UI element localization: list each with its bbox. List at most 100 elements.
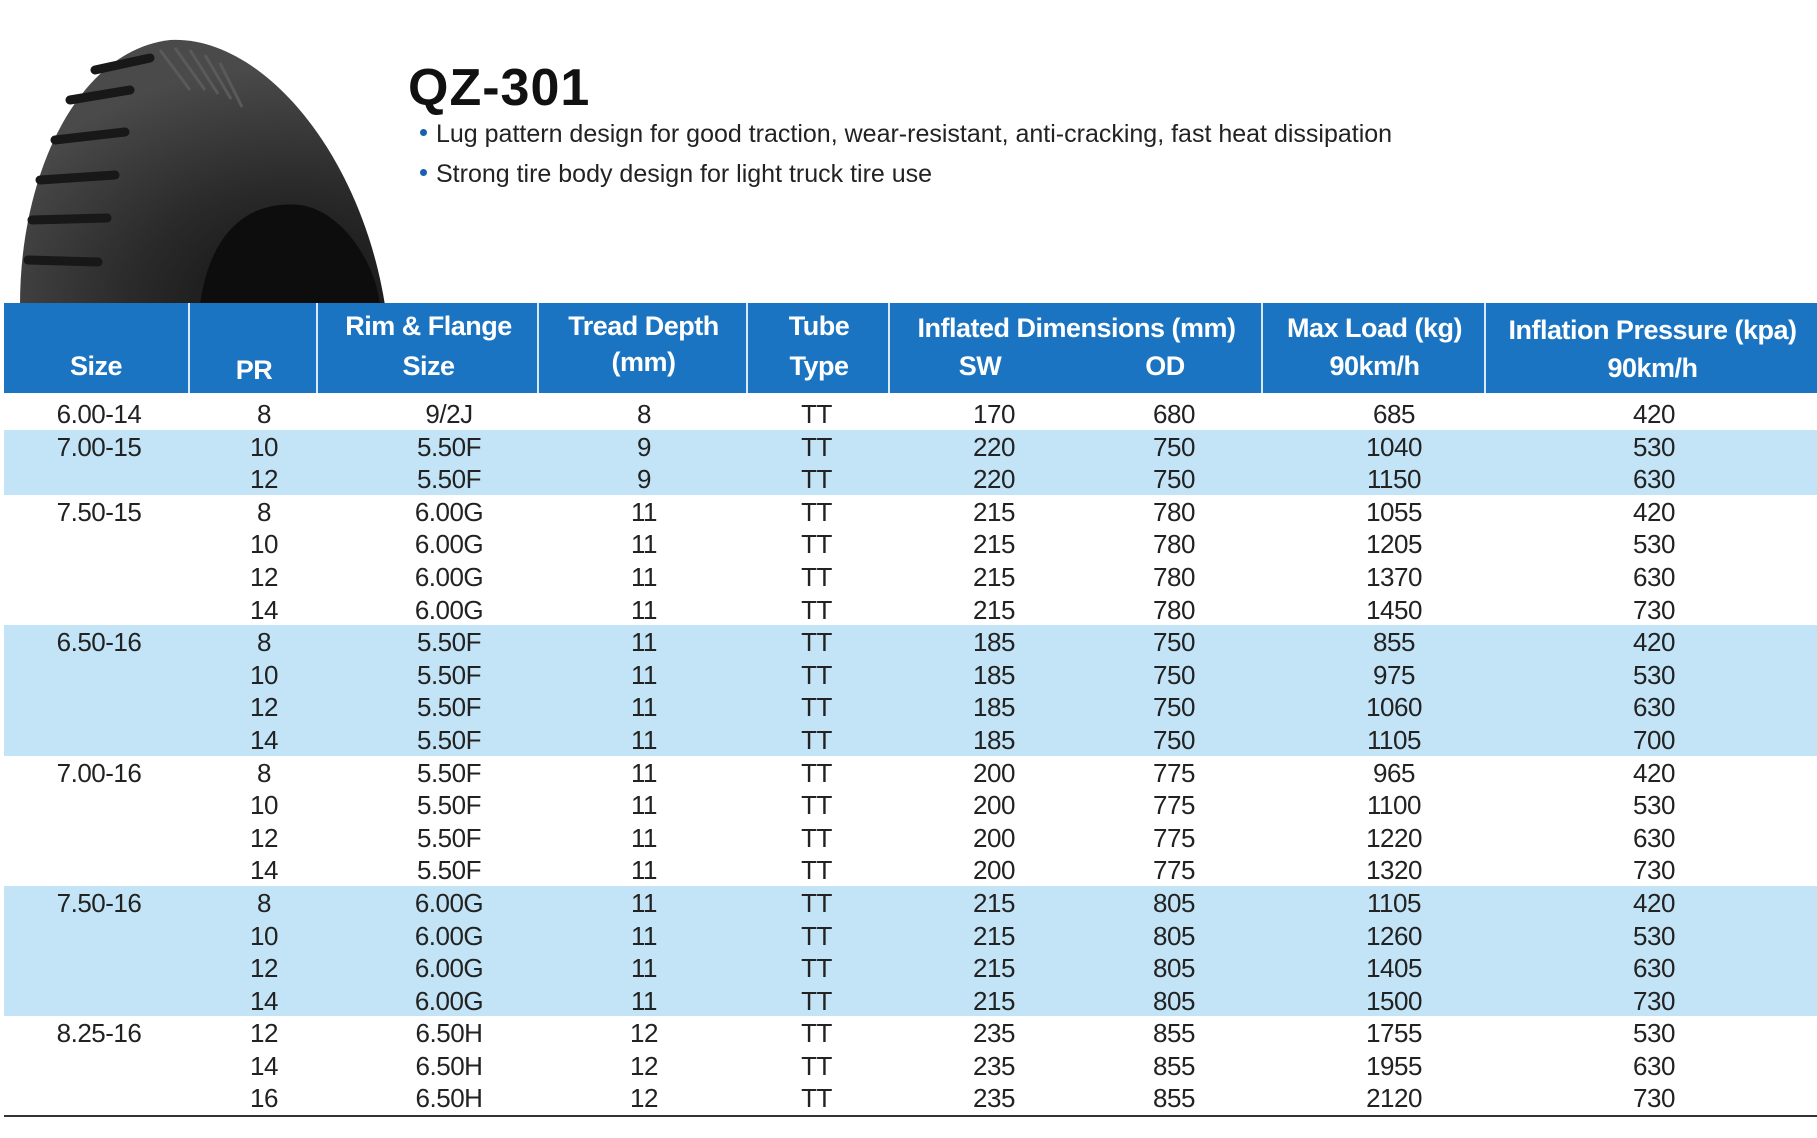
feature-bullet: Strong tire body design for light truck … bbox=[420, 160, 932, 189]
header-pressure: Inflation Pressure (kpa) 90km/h bbox=[1484, 303, 1817, 393]
cell-sw: 215 bbox=[973, 594, 1015, 625]
table-row: 16 6.50H 12 TT 235 855 2120 730 bbox=[4, 1081, 1817, 1114]
cell-pressure: 420 bbox=[1633, 757, 1675, 788]
cell-tube: TT bbox=[801, 1018, 832, 1049]
cell-sw: 200 bbox=[973, 757, 1015, 788]
cell-sw: 215 bbox=[973, 985, 1015, 1016]
header-label: Tube bbox=[788, 311, 850, 341]
cell-size: 7.50-16 bbox=[56, 887, 142, 918]
cell-rim: 5.50F bbox=[417, 464, 482, 495]
cell-tube: TT bbox=[801, 659, 832, 690]
header-label: Rim & Flange bbox=[345, 311, 512, 341]
cell-pr: 8 bbox=[257, 496, 271, 527]
cell-tube: TT bbox=[801, 790, 832, 821]
bullet-dot-icon bbox=[420, 168, 427, 176]
cell-tread: 11 bbox=[631, 627, 658, 658]
table-row: 12 5.50F 11 TT 200 775 1220 630 bbox=[4, 821, 1817, 854]
cell-pr: 14 bbox=[250, 724, 278, 755]
cell-load: 1150 bbox=[1367, 464, 1421, 495]
cell-tread: 11 bbox=[631, 790, 658, 821]
cell-od: 780 bbox=[1153, 594, 1195, 625]
cell-tube: TT bbox=[801, 822, 832, 853]
cell-tread: 12 bbox=[630, 1083, 658, 1114]
table-row: 8.25-16 12 6.50H 12 TT 235 855 1755 530 bbox=[4, 1016, 1817, 1049]
table-header: Size PR Rim & Flange Size Tread Depth (mm)… bbox=[4, 303, 1817, 393]
feature-text: Strong tire body design for light truck … bbox=[436, 160, 933, 188]
cell-load: 1955 bbox=[1366, 1050, 1422, 1081]
cell-pressure: 420 bbox=[1633, 887, 1675, 918]
cell-od: 855 bbox=[1153, 1083, 1195, 1114]
cell-sw: 235 bbox=[973, 1018, 1015, 1049]
cell-od: 750 bbox=[1153, 431, 1195, 462]
cell-load: 1450 bbox=[1366, 594, 1422, 625]
header-inflated: Inflated Dimensions (mm) SW OD bbox=[888, 303, 1263, 393]
cell-load: 1060 bbox=[1366, 692, 1422, 723]
cell-tread: 11 bbox=[631, 953, 658, 984]
cell-rim: 5.50F bbox=[417, 822, 482, 853]
cell-tread: 12 bbox=[630, 1050, 658, 1081]
bullet-dot-icon bbox=[420, 128, 427, 136]
table-row: 12 5.50F 9 TT 220 750 1150 630 bbox=[4, 462, 1817, 495]
cell-od: 775 bbox=[1153, 822, 1195, 853]
cell-tread: 11 bbox=[631, 887, 658, 918]
cell-load: 1755 bbox=[1366, 1018, 1422, 1049]
cell-sw: 170 bbox=[973, 399, 1015, 429]
table-row: 7.50-15 8 6.00G 11 TT 215 780 1055 420 bbox=[4, 495, 1817, 528]
header-size: Size bbox=[4, 303, 188, 393]
cell-load: 685 bbox=[1373, 399, 1415, 429]
header-tread: Tread Depth (mm) bbox=[537, 303, 748, 393]
header-label: SW bbox=[958, 351, 1002, 381]
header-label: 90km/h bbox=[1607, 353, 1698, 383]
cell-pressure: 630 bbox=[1633, 953, 1675, 984]
cell-load: 975 bbox=[1373, 659, 1415, 690]
cell-tube: TT bbox=[801, 529, 832, 560]
cell-pr: 12 bbox=[250, 1018, 278, 1049]
cell-od: 805 bbox=[1153, 985, 1195, 1016]
cell-rim: 5.50F bbox=[417, 790, 482, 821]
header-label: (mm) bbox=[611, 347, 677, 377]
cell-rim: 6.00G bbox=[414, 561, 484, 592]
cell-rim: 6.00G bbox=[414, 529, 484, 560]
cell-sw: 235 bbox=[973, 1083, 1015, 1114]
cell-tread: 11 bbox=[631, 561, 658, 592]
cell-tube: TT bbox=[801, 692, 832, 723]
cell-tube: TT bbox=[801, 757, 832, 788]
cell-tread: 8 bbox=[637, 399, 651, 429]
cell-pr: 12 bbox=[250, 692, 278, 723]
table-row: 7.50-16 8 6.00G 11 TT 215 805 1105 420 bbox=[4, 885, 1817, 919]
cell-rim: 5.50F bbox=[417, 431, 482, 462]
cell-size: 7.50-15 bbox=[56, 496, 142, 527]
cell-pressure: 530 bbox=[1633, 790, 1675, 821]
table-row: 10 5.50F 11 TT 200 775 1100 530 bbox=[4, 788, 1817, 821]
header-pr: PR bbox=[188, 303, 318, 393]
header-label: Size bbox=[402, 351, 455, 381]
cell-pr: 10 bbox=[250, 659, 278, 690]
cell-pr: 8 bbox=[257, 757, 271, 788]
cell-od: 680 bbox=[1153, 399, 1195, 429]
table-row: 7.00-16 8 5.50F 11 TT 200 775 965 420 bbox=[4, 756, 1817, 789]
cell-pressure: 630 bbox=[1633, 1050, 1675, 1081]
cell-rim: 6.00G bbox=[414, 887, 484, 918]
cell-od: 750 bbox=[1153, 464, 1195, 495]
cell-pressure: 530 bbox=[1633, 659, 1675, 690]
cell-load: 1500 bbox=[1366, 985, 1422, 1016]
cell-rim: 5.50F bbox=[417, 724, 482, 755]
cell-od: 750 bbox=[1153, 724, 1195, 755]
cell-rim: 6.00G bbox=[414, 953, 484, 984]
table-row: 14 5.50F 11 TT 185 750 1105 700 bbox=[4, 722, 1817, 756]
cell-load: 1260 bbox=[1366, 920, 1422, 951]
cell-pressure: 420 bbox=[1633, 496, 1675, 527]
table-bottom-rule bbox=[4, 1115, 1817, 1117]
cell-load: 1370 bbox=[1366, 561, 1422, 592]
cell-od: 855 bbox=[1153, 1050, 1195, 1081]
table-row: 10 6.00G 11 TT 215 780 1205 530 bbox=[4, 527, 1817, 560]
cell-load: 855 bbox=[1373, 627, 1415, 658]
cell-pressure: 420 bbox=[1633, 627, 1675, 658]
cell-tube: TT bbox=[801, 399, 832, 429]
table-row: 6.50-16 8 5.50F 11 TT 185 750 855 420 bbox=[4, 625, 1817, 658]
cell-rim: 5.50F bbox=[417, 659, 482, 690]
cell-sw: 220 bbox=[973, 431, 1015, 462]
cell-pressure: 730 bbox=[1633, 855, 1675, 886]
cell-pr: 12 bbox=[250, 464, 278, 495]
